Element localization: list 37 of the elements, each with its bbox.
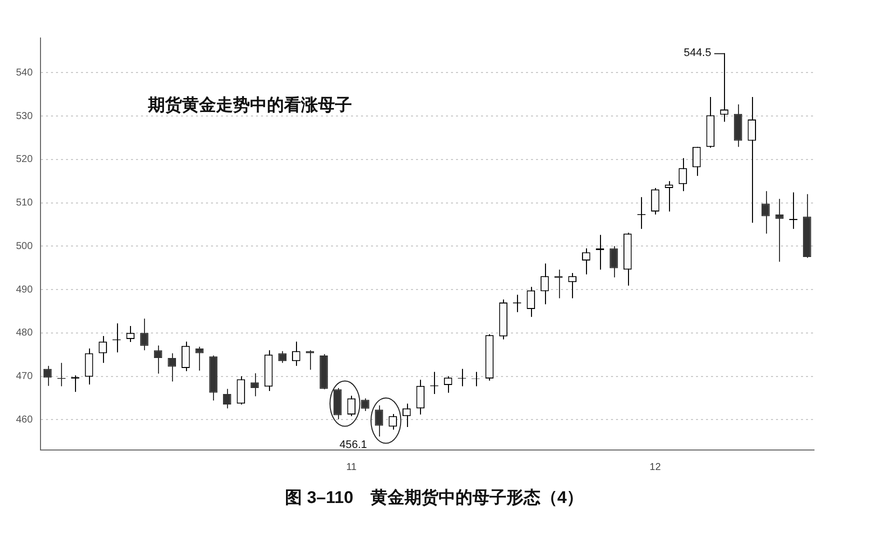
annotation: 544.5 xyxy=(684,47,712,60)
candlestick xyxy=(720,52,728,122)
candlestick xyxy=(664,180,674,212)
y-tick-label: 500 xyxy=(16,240,34,252)
y-tick-label: 480 xyxy=(16,328,34,339)
annotation: 456.1 xyxy=(339,439,368,452)
candlestick xyxy=(526,286,536,318)
y-tick-label: 470 xyxy=(16,371,34,382)
candlestick xyxy=(84,348,94,386)
candlestick xyxy=(236,376,246,405)
x-tick-label: 12 xyxy=(650,462,662,473)
candlestick xyxy=(374,404,384,438)
candlestick xyxy=(182,341,190,372)
candlestick xyxy=(540,263,549,305)
candlestick xyxy=(775,198,784,262)
y-tick-label: 490 xyxy=(16,284,34,296)
candlestick xyxy=(250,372,259,397)
candlestick xyxy=(154,344,162,374)
candlestick xyxy=(347,395,356,417)
y-tick-label: 460 xyxy=(16,414,34,426)
annotation: 期货黄金走势中的看涨母子 xyxy=(147,96,352,115)
candlestick xyxy=(678,158,687,192)
candlestick xyxy=(651,188,660,216)
x-tick-label: 11 xyxy=(346,462,358,473)
y-tick-label: 540 xyxy=(16,67,34,78)
candlestick xyxy=(568,272,576,299)
y-tick-label: 520 xyxy=(16,154,34,166)
candlestick xyxy=(416,379,425,415)
candlestick xyxy=(458,368,466,387)
candlestick xyxy=(610,246,618,278)
text: 图 3–110 黄金期货中的母子形态（4） xyxy=(284,487,585,509)
candlestick xyxy=(748,96,756,224)
candlestick xyxy=(692,146,701,176)
candlestick xyxy=(306,350,314,370)
y-tick-label: 510 xyxy=(16,198,34,209)
candlestick xyxy=(195,346,204,372)
y-tick-label: 530 xyxy=(16,110,34,122)
